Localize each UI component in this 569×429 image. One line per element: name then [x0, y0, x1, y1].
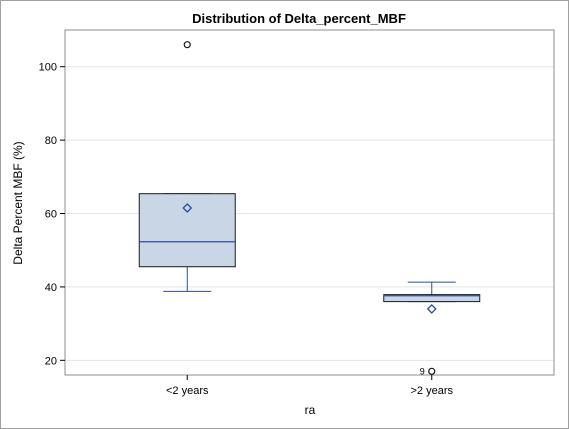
chart-title: Distribution of Delta_percent_MBF: [192, 11, 406, 26]
y-tick-label: 40: [45, 282, 57, 294]
mean-marker: [426, 304, 437, 314]
plot-area: [64, 29, 555, 376]
y-axis-label: Delta Percent MBF (%): [11, 141, 25, 264]
y-tick-label: 100: [39, 62, 57, 74]
mean-marker: [182, 203, 193, 213]
y-tick-label: 60: [45, 209, 57, 221]
outlier-point: [183, 41, 191, 49]
grid-lines: [65, 66, 554, 361]
y-axis: 20 40 60 80 100: [39, 62, 65, 367]
x-axis-label: ra: [305, 403, 316, 417]
y-tick-label: 20: [45, 355, 57, 367]
x-tick-label: >2 years: [411, 385, 454, 397]
box-iqr: [383, 294, 481, 303]
x-axis: <2 years >2 years: [166, 375, 453, 397]
box-group: [138, 41, 236, 292]
box-iqr: [138, 193, 236, 268]
y-tick-label: 80: [45, 135, 57, 147]
box-group: 9: [383, 281, 481, 376]
outlier-label: 9: [420, 366, 425, 376]
outlier-point: [428, 367, 436, 375]
box-series: 9: [138, 41, 481, 376]
x-tick-label: <2 years: [166, 385, 209, 397]
